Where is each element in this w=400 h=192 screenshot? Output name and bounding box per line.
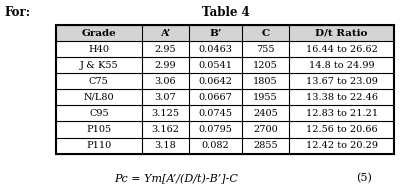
Text: Pc = Ym[A’/(D/t)-B’]-C: Pc = Ym[A’/(D/t)-B’]-C	[114, 173, 238, 184]
Text: 3.06: 3.06	[155, 77, 176, 86]
Text: 3.162: 3.162	[152, 125, 180, 134]
Bar	[56, 25, 394, 154]
Text: 16.44 to 26.62: 16.44 to 26.62	[306, 45, 378, 54]
Text: 1805: 1805	[253, 77, 278, 86]
Text: P110: P110	[86, 141, 112, 150]
Text: 3.07: 3.07	[155, 93, 176, 102]
Text: 0.0541: 0.0541	[198, 61, 232, 70]
Text: 1205: 1205	[253, 61, 278, 70]
Text: 0.0667: 0.0667	[198, 93, 232, 102]
Text: H40: H40	[88, 45, 109, 54]
Text: 0.0463: 0.0463	[198, 45, 232, 54]
Text: For:: For:	[4, 6, 30, 19]
Text: J & K55: J & K55	[80, 61, 118, 70]
Text: 13.38 to 22.46: 13.38 to 22.46	[306, 93, 378, 102]
Text: C95: C95	[89, 109, 109, 118]
Text: 2700: 2700	[253, 125, 278, 134]
Text: 13.67 to 23.09: 13.67 to 23.09	[306, 77, 378, 86]
Text: 0.0795: 0.0795	[198, 125, 232, 134]
Text: 2.95: 2.95	[155, 45, 176, 54]
Text: 2855: 2855	[253, 141, 278, 150]
Text: P105: P105	[86, 125, 112, 134]
Text: 2.99: 2.99	[155, 61, 176, 70]
Text: A’: A’	[160, 28, 171, 37]
Text: 14.8 to 24.99: 14.8 to 24.99	[309, 61, 374, 70]
Text: 12.56 to 20.66: 12.56 to 20.66	[306, 125, 378, 134]
Text: 1955: 1955	[253, 93, 278, 102]
Text: D/t Ratio: D/t Ratio	[316, 28, 368, 37]
Text: Grade: Grade	[82, 28, 116, 37]
Text: B’: B’	[209, 28, 222, 37]
Text: 0.082: 0.082	[202, 141, 229, 150]
Text: (5): (5)	[356, 173, 372, 184]
Text: C75: C75	[89, 77, 109, 86]
Text: 755: 755	[256, 45, 275, 54]
Text: Table 4: Table 4	[202, 6, 250, 19]
Text: 3.125: 3.125	[152, 109, 180, 118]
Text: 0.0642: 0.0642	[198, 77, 232, 86]
Text: 12.42 to 20.29: 12.42 to 20.29	[306, 141, 378, 150]
Bar	[56, 25, 394, 154]
Bar	[56, 25, 394, 41]
Text: 2405: 2405	[253, 109, 278, 118]
Text: N/L80: N/L80	[84, 93, 114, 102]
Text: 12.83 to 21.21: 12.83 to 21.21	[306, 109, 378, 118]
Text: C: C	[262, 28, 270, 37]
Text: 0.0745: 0.0745	[198, 109, 232, 118]
Text: 3.18: 3.18	[155, 141, 176, 150]
